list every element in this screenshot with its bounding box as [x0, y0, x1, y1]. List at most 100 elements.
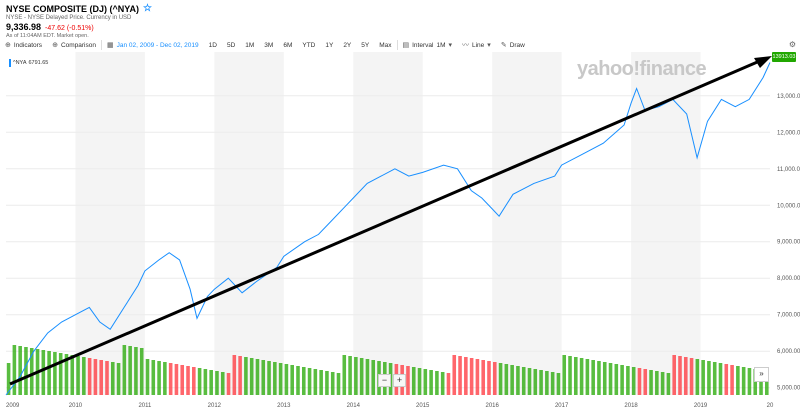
comparison-button[interactable]: ⊕ Comparison [47, 41, 101, 50]
line-chart-icon: 〰 [462, 42, 469, 49]
chart-toolbar: ⊕ Indicators ⊕ Comparison ▦ Jan 02, 2009 - … [0, 38, 800, 52]
volume-bar [105, 361, 109, 395]
volume-bar [319, 370, 323, 395]
draw-button[interactable]: ✎ Draw [496, 41, 530, 50]
volume-bar [701, 360, 705, 395]
volume-bar [220, 372, 225, 395]
volume-bar [435, 371, 439, 395]
volume-bar [475, 359, 480, 395]
zoom-in-button[interactable]: + [393, 374, 406, 387]
volume-bar [93, 359, 98, 395]
line-type-button[interactable]: 〰 Line ▾ [457, 40, 496, 50]
scroll-right-button[interactable]: » [754, 367, 769, 382]
y-tick-label: 9,000.00 [777, 240, 800, 246]
quote-title: NYSE COMPOSITE (DJ) (^NYA) [6, 3, 139, 14]
volume-bar [695, 359, 700, 395]
range-1y[interactable]: 1Y [325, 41, 334, 49]
volume-bar [110, 362, 115, 395]
volume-bar [736, 366, 740, 395]
range-ytd[interactable]: YTD [302, 41, 316, 49]
volume-bar [134, 347, 138, 395]
y-tick-label: 6,000.00 [777, 349, 800, 355]
star-icon[interactable]: ☆ [142, 3, 152, 14]
x-tick-label: 2010 [69, 403, 83, 409]
as-of-time: As of 11:04AM EDT. Market open. [6, 33, 89, 39]
volume-bar [58, 353, 63, 395]
x-tick-label: 2011 [138, 403, 152, 409]
volume-bar [556, 373, 561, 395]
volume-bar [284, 364, 289, 395]
volume-bar [614, 364, 619, 395]
last-price: 9,336.98 [6, 22, 42, 32]
volume-bar [273, 362, 277, 395]
quote-subtitle: NYSE - NYSE Delayed Price. Currency in U… [6, 15, 132, 21]
volume-bar [626, 366, 630, 395]
divider [100, 40, 102, 50]
range-5y[interactable]: 5Y [361, 41, 370, 49]
volume-bar [643, 369, 648, 395]
volume-bar [753, 369, 758, 395]
chart-legend[interactable]: ^NYA 6791.65 [9, 59, 48, 67]
year-band [214, 52, 284, 395]
volume-bar [151, 360, 156, 395]
range-1d[interactable]: 1D [208, 41, 217, 49]
range-1m[interactable]: 1M [245, 41, 255, 49]
x-tick-label: 2016 [486, 403, 500, 409]
volume-bar [192, 367, 196, 395]
volume-bar [533, 369, 538, 395]
volume-bar [608, 363, 613, 395]
indicators-button[interactable]: ⊕ Indicators [0, 41, 47, 50]
range-3m[interactable]: 3M [264, 41, 274, 49]
trend-arrow-line [9, 58, 763, 386]
x-tick-label: 2019 [694, 403, 708, 409]
volume-bar [689, 358, 694, 395]
legend-value: 6791.65 [28, 60, 49, 66]
price-chart[interactable]: 13,000.00 12,000.00 11,000.00 10,000.00 9,00… [0, 52, 800, 413]
volume-bar [759, 370, 763, 395]
volume-bar [718, 363, 723, 395]
volume-bar [730, 365, 734, 395]
legend-swatch [9, 59, 11, 67]
date-range-button[interactable]: ▦ Jan 02, 2009 - Dec 02, 2019 [102, 41, 204, 50]
range-6m[interactable]: 6M [283, 41, 293, 49]
volume-bar [139, 348, 144, 395]
volume-bar [209, 370, 213, 395]
volume-bar [53, 352, 57, 395]
volume-bar [82, 357, 86, 395]
volume-bar [423, 369, 428, 395]
volume-bar [521, 367, 526, 395]
volume-bar [307, 368, 312, 395]
volume-bar [452, 355, 457, 395]
volume-bar [683, 357, 688, 395]
draw-label: Draw [509, 41, 525, 49]
range-5d[interactable]: 5D [226, 41, 236, 49]
quote-title-row: NYSE COMPOSITE (DJ) (^NYA) ☆ [6, 3, 152, 14]
volume-bar [41, 350, 46, 395]
volume-bar [666, 373, 671, 395]
trend-arrow-head [754, 56, 772, 68]
range-max[interactable]: Max [379, 41, 392, 49]
volume-bar [354, 357, 358, 395]
volume-bar [574, 357, 578, 395]
gear-icon[interactable]: ⚙ [788, 40, 796, 49]
volume-bar [203, 369, 208, 395]
volume-bar [492, 362, 497, 395]
interval-value: 1M [436, 41, 446, 49]
volume-bar [585, 359, 590, 395]
zoom-out-button[interactable]: − [378, 374, 391, 387]
x-tick-label: 2012 [208, 403, 222, 409]
volume-bar [637, 368, 642, 395]
volume-bar [163, 362, 167, 395]
volume-bar [116, 363, 121, 395]
x-tick-label: 2015 [416, 403, 430, 409]
volume-bar [290, 365, 294, 395]
volume-bar [498, 363, 503, 395]
y-tick-label: 7,000.00 [777, 313, 800, 319]
x-tick-label: 2017 [555, 403, 569, 409]
range-2y[interactable]: 2Y [343, 41, 352, 49]
volume-bar [76, 356, 80, 395]
divider [396, 40, 398, 50]
interval-button[interactable]: ▤ Interval 1M ▾ [398, 41, 458, 50]
legend-symbol: ^NYA [13, 60, 27, 66]
price-row: 9,336.98 -47.62 (-0.51%) [6, 22, 152, 32]
